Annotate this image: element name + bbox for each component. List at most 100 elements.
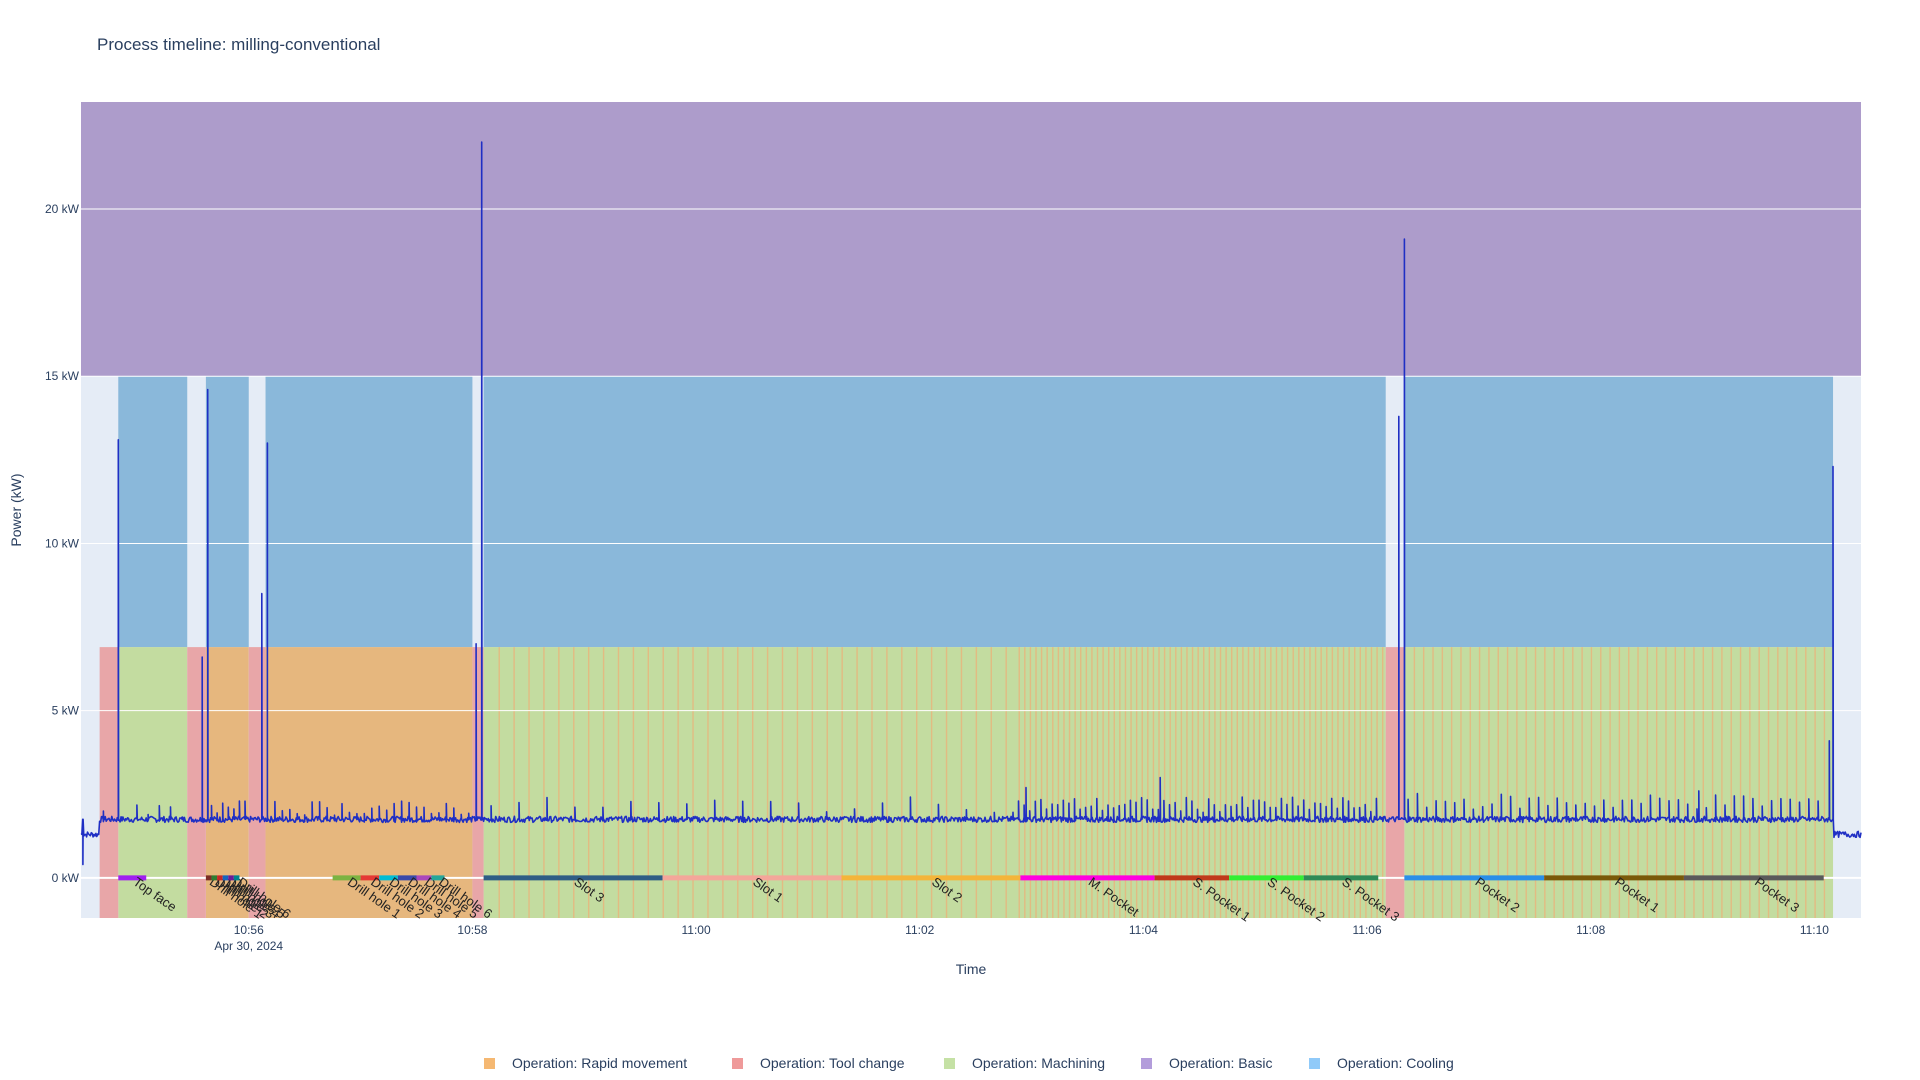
rapid-stripe xyxy=(1683,647,1686,918)
toolchange-band xyxy=(472,647,484,918)
rapid-stripe xyxy=(1693,647,1695,918)
rapid-stripe xyxy=(1270,647,1272,918)
rapid-stripe xyxy=(945,647,948,918)
rapid-stripe xyxy=(1107,647,1110,918)
rapid-stripe xyxy=(1665,647,1667,918)
rapid-stripe xyxy=(841,647,843,918)
power-series xyxy=(80,141,1862,866)
rapid-stripe xyxy=(1147,647,1149,918)
rapid-stripe xyxy=(1074,647,1076,918)
rapid-stripe xyxy=(737,647,739,918)
rapid-stripe xyxy=(1152,647,1155,918)
rapid-stripe xyxy=(781,647,784,918)
rapid-stripe xyxy=(543,647,545,918)
legend-label: Operation: Machining xyxy=(972,1055,1105,1071)
rapid-stripe xyxy=(1758,647,1760,918)
rapid-stripe xyxy=(1113,647,1115,918)
rapid-stripe xyxy=(1029,647,1032,918)
rapid-stripe xyxy=(1469,647,1471,918)
rapid-stripe xyxy=(1063,647,1065,918)
rapid-stripe xyxy=(1488,647,1490,918)
x-tick-label: 10:58 xyxy=(457,923,487,937)
rapid-stripe xyxy=(1236,647,1239,918)
legend-label: Operation: Basic xyxy=(1169,1055,1273,1071)
rapid-stripe xyxy=(856,647,858,918)
operation-segment xyxy=(211,875,218,881)
rapid-stripe xyxy=(1040,647,1043,918)
rapid-stripe xyxy=(1337,647,1339,918)
rapid-stripe xyxy=(1018,647,1020,918)
y-tick-label: 15 kW xyxy=(45,369,80,383)
operation-segment xyxy=(1229,875,1304,881)
rapid-stripe xyxy=(1005,647,1007,918)
rapid-stripe xyxy=(587,647,590,918)
rapid-stripe xyxy=(1191,647,1194,918)
toolchange-band xyxy=(99,647,119,918)
rapid-stripe xyxy=(930,647,933,918)
rapid-stripe xyxy=(1197,647,1199,918)
rapid-stripe xyxy=(558,647,560,918)
y-tick-label: 0 kW xyxy=(52,871,80,885)
rapid-stripe xyxy=(722,647,724,918)
cooling-band xyxy=(265,376,473,648)
rapid-stripe xyxy=(960,647,963,918)
legend-swatch xyxy=(1309,1058,1320,1069)
operation-segment xyxy=(360,875,380,881)
legend: Operation: Rapid movement Operation: Tool… xyxy=(484,1055,1454,1071)
rapid-stripe xyxy=(1628,647,1630,918)
rapid-stripe xyxy=(1348,647,1350,918)
legend-label: Operation: Cooling xyxy=(1337,1055,1454,1071)
rapid-stripe xyxy=(1286,647,1289,918)
rapid-stripe xyxy=(647,647,650,918)
legend-swatch xyxy=(484,1058,495,1069)
rapid-stripe xyxy=(1024,647,1026,918)
rapid-stripe xyxy=(1135,647,1138,918)
rapid-stripe xyxy=(1618,647,1621,918)
rapid-stripe xyxy=(1119,647,1121,918)
operation-segment xyxy=(397,875,417,881)
legend-swatch xyxy=(732,1058,743,1069)
x-tick-label: 10:56 xyxy=(234,923,264,937)
rapid-stripe xyxy=(1102,647,1104,918)
rapid-stripe xyxy=(1777,647,1779,918)
rapid-stripe xyxy=(1674,647,1677,918)
rapid-stripe xyxy=(1219,647,1222,918)
rapid-stripe xyxy=(1309,647,1311,918)
rapid-stripe xyxy=(796,647,799,918)
rapid-stripe xyxy=(617,647,620,918)
rapid-stripe xyxy=(990,647,992,918)
legend-swatch xyxy=(1141,1058,1152,1069)
rapid-stripe xyxy=(1085,647,1088,918)
rapid-stripe xyxy=(751,647,754,918)
operation-segment xyxy=(841,875,1021,881)
x-tick-label: 11:08 xyxy=(1576,923,1605,937)
x-tick-label: 11:10 xyxy=(1800,923,1829,937)
legend-swatch xyxy=(944,1058,955,1069)
chart-title: Process timeline: milling-conventional xyxy=(97,35,380,54)
rapid-stripe xyxy=(1258,647,1261,918)
operation-segment xyxy=(233,875,240,881)
rapid-stripe xyxy=(1786,647,1788,918)
rapid-stripe xyxy=(1823,647,1826,918)
rapid-stripe xyxy=(1275,647,1278,918)
rapid-stripe xyxy=(1581,647,1583,918)
rapid-stripe xyxy=(1432,647,1434,918)
operation-segment xyxy=(379,875,398,881)
rapid-stripe xyxy=(1231,647,1233,918)
rapid-stripe xyxy=(901,647,903,918)
rapid-stripe xyxy=(1376,647,1378,918)
cooling-band xyxy=(118,376,188,648)
rapid-stripe xyxy=(1331,647,1334,918)
power-line xyxy=(80,141,1862,866)
legend-label: Operation: Tool change xyxy=(760,1055,905,1071)
x-axis-title: Time xyxy=(956,961,987,977)
rapid-stripe xyxy=(1702,647,1704,918)
rapid-stripe xyxy=(1600,647,1602,918)
rapid-stripe xyxy=(826,647,828,918)
operation-segment xyxy=(416,875,432,881)
rapid-stripe xyxy=(1281,647,1283,918)
rapid-stripe xyxy=(662,647,664,918)
rapid-stripe xyxy=(1247,647,1250,918)
rapid-stripe xyxy=(1292,647,1294,918)
